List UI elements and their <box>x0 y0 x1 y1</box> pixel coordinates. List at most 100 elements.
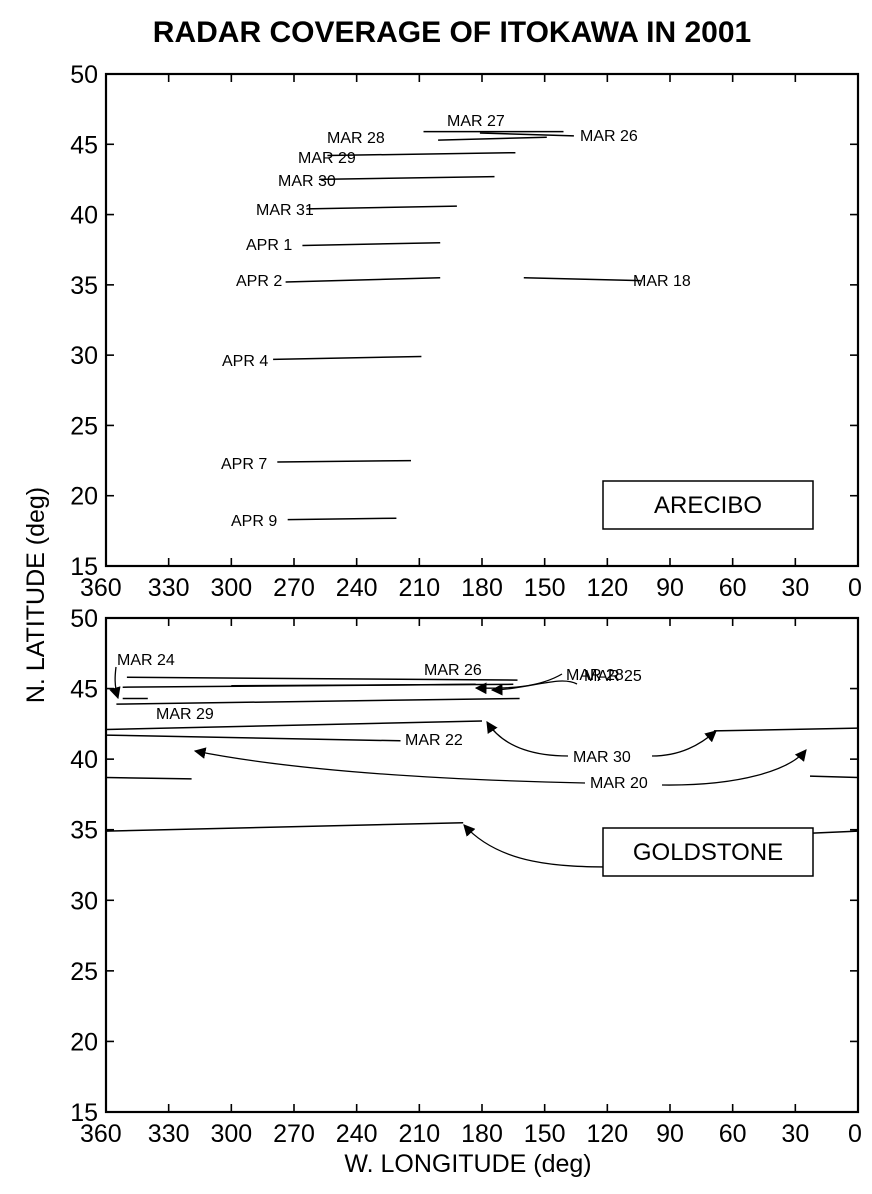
arecibo-x-tick-label: 0 <box>848 574 862 602</box>
goldstone-x-tick-label: 240 <box>336 1120 378 1148</box>
arecibo-x-tick-label: 240 <box>336 574 378 602</box>
goldstone-x-tick-label: 60 <box>719 1120 747 1148</box>
arecibo-x-tick-label: 120 <box>586 574 628 602</box>
arecibo-track-apr-1 <box>302 241 441 247</box>
goldstone-track-label: MAR 25 <box>584 668 642 685</box>
goldstone-x-tick-label: 270 <box>273 1120 315 1148</box>
arecibo-x-tick-label: 300 <box>210 574 252 602</box>
goldstone-x-tick-label: 330 <box>148 1120 190 1148</box>
goldstone-x-tick-label: 300 <box>210 1120 252 1148</box>
arecibo-x-tick-label: 210 <box>398 574 440 602</box>
goldstone-x-tick-label: 120 <box>586 1120 628 1148</box>
arecibo-track-mar-28 <box>438 136 547 141</box>
arecibo-x-tick-label: 60 <box>719 574 747 602</box>
arecibo-track-mar-29 <box>327 151 516 157</box>
arecibo-track-label: APR 2 <box>236 273 282 290</box>
arecibo-station-label: ARECIBO <box>654 492 762 519</box>
arecibo-track-label: APR 9 <box>231 513 277 530</box>
arecibo-track-apr-2 <box>285 277 441 283</box>
arecibo-y-tick-label: 30 <box>70 342 98 370</box>
goldstone-track-label: MAR 20 <box>590 775 648 792</box>
goldstone-label-pointer-arrow <box>486 721 569 757</box>
goldstone-x-tick-label: 30 <box>781 1120 809 1148</box>
arecibo-track-mar-26 <box>479 132 574 137</box>
goldstone-y-tick-label: 30 <box>70 887 98 915</box>
arecibo-x-tick-label: 90 <box>656 574 684 602</box>
goldstone-station-label: GOLDSTONE <box>633 839 783 866</box>
goldstone-panel: 360 330 300 270 240 210 180 150 120 90 60 30 0152025… <box>70 605 862 1148</box>
goldstone-track-apr-2 <box>105 821 464 832</box>
arecibo-x-tick-label: 360 <box>80 574 122 602</box>
goldstone-track-label: MAR 29 <box>156 706 214 723</box>
arecibo-x-tick-label: 270 <box>273 574 315 602</box>
chart-title: RADAR COVERAGE OF ITOKAWA IN 2001 <box>153 16 751 49</box>
goldstone-x-tick-label: 210 <box>398 1120 440 1148</box>
arecibo-track-mar-31 <box>306 205 457 210</box>
goldstone-track-mar-30 <box>105 720 483 731</box>
goldstone-track-label: MAR 24 <box>117 652 175 669</box>
goldstone-y-tick-label: 50 <box>70 605 98 633</box>
arecibo-x-tick-label: 30 <box>781 574 809 602</box>
arecibo-track-mar-30 <box>319 175 495 181</box>
goldstone-x-tick-label: 150 <box>524 1120 566 1148</box>
arecibo-y-tick-label: 35 <box>70 272 98 300</box>
arecibo-y-tick-label: 20 <box>70 483 98 511</box>
arecibo-track-label: MAR 28 <box>327 130 385 147</box>
arecibo-track-label: APR 4 <box>222 353 268 370</box>
goldstone-label-pointer-arrow <box>661 749 807 786</box>
goldstone-track-mar-22 <box>105 734 401 742</box>
goldstone-track-mar-26 <box>126 676 518 681</box>
arecibo-track-label: MAR 29 <box>298 150 356 167</box>
goldstone-track-label: MAR 28 <box>566 667 624 684</box>
arecibo-y-tick-label: 25 <box>70 412 98 440</box>
arecibo-track-label: MAR 26 <box>580 128 638 145</box>
goldstone-x-tick-label: 360 <box>80 1120 122 1148</box>
goldstone-y-tick-label: 15 <box>70 1099 98 1127</box>
y-axis-label: N. LATITUDE (deg) <box>22 487 50 703</box>
goldstone-y-tick-label: 45 <box>70 676 98 704</box>
arecibo-track-label: MAR 18 <box>633 273 691 290</box>
arecibo-track-label: APR 7 <box>221 456 267 473</box>
goldstone-track-mar-29 <box>116 697 520 705</box>
goldstone-track-label: MAR 30 <box>573 749 631 766</box>
arecibo-track-label: MAR 27 <box>447 113 505 130</box>
goldstone-track-label: MAR 22 <box>405 732 463 749</box>
goldstone-x-tick-label: 180 <box>461 1120 503 1148</box>
arecibo-track-mar-18 <box>523 277 641 282</box>
goldstone-track-mar-30 <box>713 727 859 732</box>
arecibo-track-label: MAR 31 <box>256 202 314 219</box>
goldstone-label-pointer-arrow <box>193 747 586 784</box>
arecibo-track-apr-4 <box>273 355 422 361</box>
goldstone-track-mar-20 <box>809 775 859 779</box>
goldstone-label-pointer-arrow <box>651 730 717 757</box>
arecibo-y-tick-label: 15 <box>70 553 98 581</box>
goldstone-x-tick-label: 90 <box>656 1120 684 1148</box>
goldstone-track-mar-28 <box>122 683 476 688</box>
arecibo-track-apr-7 <box>277 459 412 463</box>
arecibo-y-tick-label: 50 <box>70 61 98 89</box>
arecibo-x-tick-label: 150 <box>524 574 566 602</box>
arecibo-track-label: MAR 30 <box>278 173 336 190</box>
goldstone-label-pointer-arrow <box>490 680 578 696</box>
x-axis-label: W. LONGITUDE (deg) <box>344 1150 591 1178</box>
goldstone-track-mar-20 <box>105 776 192 780</box>
goldstone-y-tick-label: 25 <box>70 958 98 986</box>
arecibo-track-apr-9 <box>287 517 397 521</box>
arecibo-y-tick-label: 45 <box>70 131 98 159</box>
goldstone-track-label: MAR 26 <box>424 662 482 679</box>
goldstone-label-pointer-arrow <box>474 673 563 695</box>
goldstone-y-tick-label: 20 <box>70 1028 98 1056</box>
arecibo-x-tick-label: 180 <box>461 574 503 602</box>
goldstone-y-tick-label: 40 <box>70 746 98 774</box>
arecibo-station-box <box>602 480 814 530</box>
goldstone-label-pointer-arrow <box>109 666 121 700</box>
goldstone-y-tick-label: 35 <box>70 817 98 845</box>
goldstone-label-pointer-arrow <box>463 824 616 868</box>
arecibo-x-tick-label: 330 <box>148 574 190 602</box>
goldstone-x-tick-label: 0 <box>848 1120 862 1148</box>
arecibo-track-label: APR 1 <box>246 237 292 254</box>
arecibo-y-tick-label: 40 <box>70 202 98 230</box>
goldstone-station-box <box>602 827 814 877</box>
arecibo-panel: 360 330 300 270 240 210 180 150 120 90 60 30 0152025… <box>70 61 862 602</box>
